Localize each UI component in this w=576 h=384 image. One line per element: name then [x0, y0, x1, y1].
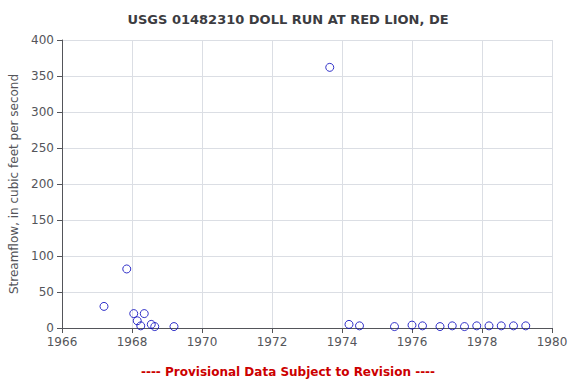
svg-text:0: 0	[46, 321, 54, 335]
svg-text:USGS 01482310 DOLL RUN AT RED: USGS 01482310 DOLL RUN AT RED LION, DE	[127, 12, 448, 27]
svg-text:350: 350	[31, 69, 54, 83]
svg-text:---- Provisional Data Subject: ---- Provisional Data Subject to Revisio…	[141, 365, 435, 379]
svg-text:200: 200	[31, 177, 54, 191]
svg-text:1980: 1980	[537, 335, 568, 349]
svg-text:150: 150	[31, 213, 54, 227]
svg-text:250: 250	[31, 141, 54, 155]
svg-text:1970: 1970	[187, 335, 218, 349]
svg-text:1972: 1972	[257, 335, 288, 349]
svg-text:1976: 1976	[397, 335, 428, 349]
svg-text:100: 100	[31, 249, 54, 263]
svg-text:1968: 1968	[117, 335, 148, 349]
svg-text:Streamflow, in cubic feet per: Streamflow, in cubic feet per second	[7, 74, 21, 294]
svg-text:1966: 1966	[47, 335, 78, 349]
svg-text:1974: 1974	[327, 335, 358, 349]
svg-text:400: 400	[31, 33, 54, 47]
svg-text:300: 300	[31, 105, 54, 119]
svg-text:50: 50	[39, 285, 54, 299]
svg-text:1978: 1978	[467, 335, 498, 349]
